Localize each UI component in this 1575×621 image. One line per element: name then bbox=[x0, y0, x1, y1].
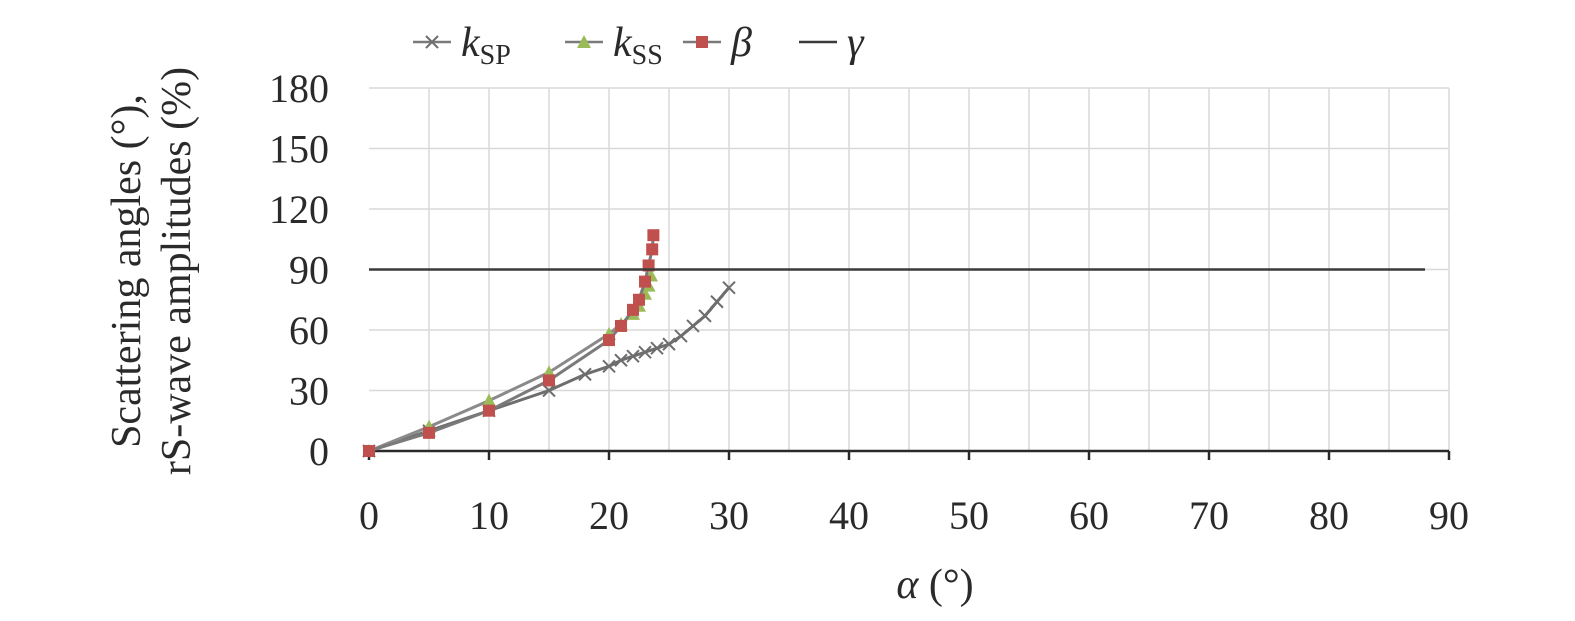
y-tick-label: 30 bbox=[289, 369, 329, 414]
data-point bbox=[423, 426, 435, 439]
series-2 bbox=[363, 229, 660, 457]
legend-item-2: β bbox=[683, 20, 752, 66]
x-tick-label: 60 bbox=[1069, 493, 1109, 538]
x-tick-label: 20 bbox=[589, 493, 629, 538]
x-tick-label: 0 bbox=[359, 493, 379, 538]
y-tick-label: 0 bbox=[309, 429, 329, 474]
x-tick-label: 70 bbox=[1189, 493, 1229, 538]
y-axis-title-line-2: rS-wave amplitudes (%) bbox=[154, 67, 200, 475]
data-point bbox=[543, 374, 555, 387]
y-tick-label: 180 bbox=[269, 66, 329, 111]
legend-subscript: SP bbox=[480, 40, 511, 71]
data-point bbox=[425, 35, 439, 49]
legend-label: kSS bbox=[613, 20, 663, 71]
data-point bbox=[639, 275, 651, 288]
data-point bbox=[698, 309, 712, 323]
data-point bbox=[686, 319, 700, 333]
x-tick-label: 90 bbox=[1429, 493, 1469, 538]
data-point bbox=[602, 359, 616, 374]
data-point bbox=[483, 404, 495, 417]
data-point bbox=[722, 280, 736, 295]
plot-series bbox=[362, 229, 1425, 458]
data-point bbox=[626, 349, 640, 363]
data-point bbox=[662, 337, 676, 351]
x-axis-symbol: α bbox=[896, 562, 919, 608]
data-point bbox=[638, 345, 652, 359]
y-tick-label: 90 bbox=[289, 248, 329, 293]
axes bbox=[367, 449, 1451, 460]
data-point bbox=[577, 35, 591, 48]
y-tick-label: 120 bbox=[269, 187, 329, 232]
legend-item-0: kSP bbox=[413, 20, 511, 71]
data-point bbox=[646, 243, 659, 256]
legend-label: γ bbox=[847, 20, 865, 66]
data-point bbox=[603, 334, 615, 347]
data-point bbox=[710, 295, 724, 309]
x-tick-label: 10 bbox=[469, 493, 509, 538]
x-tick-label: 50 bbox=[949, 493, 989, 538]
data-point bbox=[633, 293, 645, 306]
y-tick-label: 60 bbox=[289, 308, 329, 353]
data-point bbox=[696, 36, 708, 48]
x-tick-label: 40 bbox=[829, 493, 869, 538]
data-point bbox=[627, 303, 639, 316]
legend-label: β bbox=[730, 20, 752, 66]
data-point bbox=[615, 319, 627, 332]
x-tick-label: 30 bbox=[709, 493, 749, 538]
data-point bbox=[482, 393, 496, 407]
legend-subscript: SS bbox=[632, 40, 663, 71]
x-tick-label: 80 bbox=[1309, 493, 1349, 538]
data-point bbox=[363, 445, 375, 457]
x-axis-unit: (°) bbox=[918, 562, 973, 608]
tick-labels: 0 10 20 30 40 50 60 70 80 90 0 30 60 90 120 150 180 bbox=[269, 66, 1469, 538]
legend-item-1: kSS bbox=[565, 20, 663, 71]
data-point bbox=[578, 367, 592, 382]
x-axis-title: α (°) bbox=[896, 562, 973, 608]
y-axis-title-line-1: Scattering angles (°), bbox=[104, 94, 150, 448]
data-point bbox=[614, 353, 628, 367]
legend: kSP kSS β γ bbox=[413, 20, 865, 71]
data-point bbox=[650, 341, 664, 355]
data-point bbox=[647, 229, 660, 242]
data-point bbox=[674, 329, 688, 343]
legend-label: kSP bbox=[461, 20, 511, 71]
y-tick-label: 150 bbox=[269, 127, 329, 172]
legend-item-3: γ bbox=[799, 20, 865, 66]
data-point bbox=[542, 383, 556, 398]
